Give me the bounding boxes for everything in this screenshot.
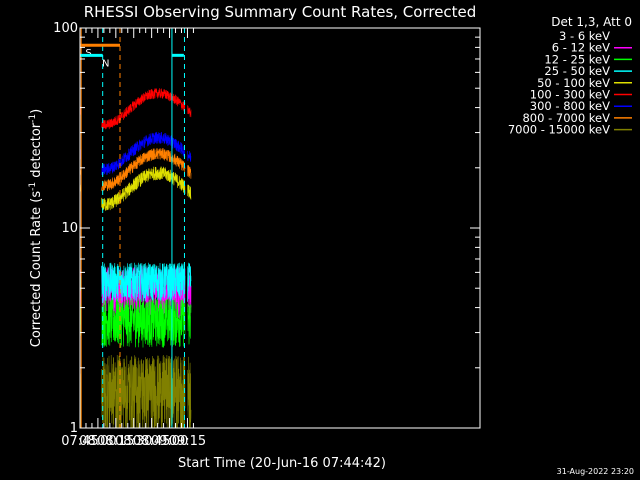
x-tick-label-1: 08:00 bbox=[79, 434, 116, 449]
y-tick-label-0: 1 bbox=[70, 421, 78, 436]
legend-label-5: 100 - 300 keV bbox=[530, 88, 610, 102]
legend-label-0: 3 - 6 keV bbox=[559, 29, 610, 43]
legend-label-2: 12 - 25 keV bbox=[544, 52, 610, 66]
y-tick-label-1: 10 bbox=[61, 221, 78, 236]
y-tick-label-2: 100 bbox=[53, 21, 78, 36]
legend-label-4: 50 - 100 keV bbox=[537, 76, 610, 90]
flag-label-1: N bbox=[102, 58, 109, 69]
x-tick-label-0: 07:45 bbox=[61, 434, 98, 449]
x-tick-label-5: 09:00 bbox=[151, 434, 188, 449]
legend-label-3: 25 - 50 keV bbox=[544, 64, 610, 78]
x-tick-label-6: 09:15 bbox=[169, 434, 206, 449]
series-layer bbox=[79, 88, 192, 429]
legend-header: Det 1,3, Att 0 bbox=[551, 15, 632, 29]
timestamp: 31-Aug-2022 23:20 bbox=[557, 467, 634, 476]
legend-label-6: 300 - 800 keV bbox=[530, 99, 610, 113]
x-tick-label-3: 08:30 bbox=[115, 434, 152, 449]
chart-title: RHESSI Observing Summary Count Rates, Co… bbox=[84, 3, 477, 21]
axes-layer: 1 10 100 07:4508:0008:1508:3008:4509:0009:1… bbox=[53, 21, 481, 449]
legend-label-7: 800 - 7000 keV bbox=[522, 111, 610, 125]
legend-label-1: 6 - 12 keV bbox=[552, 41, 610, 55]
flag-label-0: S bbox=[85, 48, 91, 59]
x-tick-label-2: 08:15 bbox=[97, 434, 134, 449]
x-tick-label-4: 08:45 bbox=[133, 434, 170, 449]
y-axis-label: Corrected Count Rate (s-1 detector-1) bbox=[28, 109, 44, 347]
legend-label-8: 7000 - 15000 keV bbox=[508, 123, 610, 137]
x-axis-label: Start Time (20-Jun-16 07:44:42) bbox=[178, 456, 386, 471]
